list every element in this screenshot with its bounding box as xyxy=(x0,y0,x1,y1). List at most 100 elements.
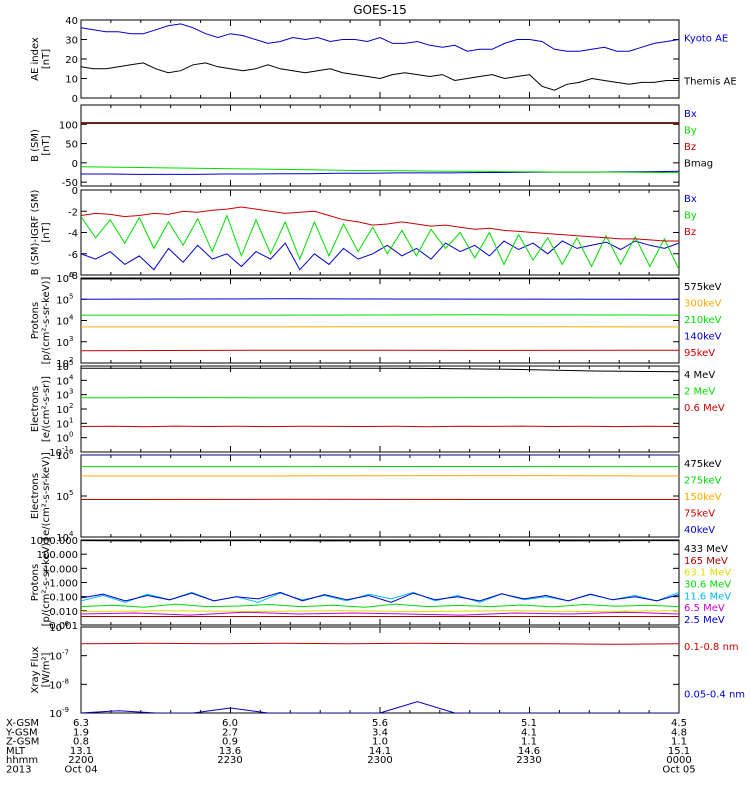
y-tick-label: 10-6 xyxy=(49,620,69,634)
y-tick-label: 10-9 xyxy=(49,706,69,720)
y-tick-label: 30 xyxy=(65,36,78,47)
legend-entry: 300keV xyxy=(684,299,722,310)
legend-entry: By xyxy=(684,211,697,222)
series-line-6-5-mev xyxy=(81,611,679,616)
footer-value: 1.1 xyxy=(521,737,537,748)
figure-title: GOES-15 xyxy=(353,3,407,17)
panel-bsm: -50 0 50 100 B (SM) [nT] Bx By Bz Bmag xyxy=(30,104,713,189)
footer-value: 6.3 xyxy=(73,718,89,729)
legend-entry: Bz xyxy=(684,227,696,238)
y-tick-label: 102 xyxy=(56,402,73,416)
footer-value: 3.4 xyxy=(372,727,388,738)
y-axis-label: [nT] xyxy=(41,222,52,242)
series-line-30-6-mev xyxy=(81,603,679,608)
series-line-themis-ae xyxy=(81,62,679,91)
legend-entry: 2.5 MeV xyxy=(684,615,725,626)
footer-row-label: hhmm xyxy=(6,755,38,766)
legend-entry: 11.6 MeV xyxy=(684,591,731,602)
y-axis-label: [nT] xyxy=(41,135,52,155)
series-line-by xyxy=(81,166,679,173)
legend-entry: Themis AE xyxy=(683,77,737,88)
legend-entry: 475keV xyxy=(684,459,722,470)
legend-entry: 433 MeV xyxy=(684,544,728,555)
footer-value: 6.0 xyxy=(222,718,238,729)
series-line-140kev xyxy=(81,298,679,300)
y-tick-label: 103 xyxy=(56,335,73,349)
panel-bigrf: -8 -6 -4 -2 0 B (SM)-IGRF (SM) [nT] Bx By Bz xyxy=(30,186,697,282)
y-tick-label: 20 xyxy=(65,55,78,66)
y-tick-label: 10-1 xyxy=(49,445,69,459)
panel-protons2: 0.001 0.010 0.100 1.000 10.000 100.000 1000.00… xyxy=(30,536,731,632)
legend-entry: Bz xyxy=(684,142,696,153)
footer-value: 14.1 xyxy=(369,746,391,757)
y-axis-label: [p/(cm²-s-sr-keV)] xyxy=(41,277,52,365)
legend-entry: Bmag xyxy=(684,159,713,170)
footer-row-x-gsm: X-GSM 6.3 6.0 5.6 5.1 4.5 xyxy=(6,718,687,729)
series-line-2-5-mev xyxy=(81,591,679,603)
legend-entry: 0.1-0.8 nm xyxy=(684,642,739,653)
y-axis-label: [nT] xyxy=(41,49,52,69)
legend-entry: 63.1 MeV xyxy=(684,568,731,579)
y-tick-label: 0 xyxy=(72,186,78,197)
footer-value: 0.9 xyxy=(222,737,238,748)
footer-table: X-GSM 6.3 6.0 5.6 5.1 4.5 Y-GSM 1.9 2.7 3.4 4.1 4.8… xyxy=(5,718,696,776)
footer-row-label: 2013 xyxy=(6,765,31,776)
footer-value: 2230 xyxy=(217,755,242,766)
y-tick-label: 104 xyxy=(56,373,74,387)
footer-value: 15.1 xyxy=(668,746,690,757)
y-axis-label: Electrons xyxy=(30,386,41,432)
series-line-4-mev xyxy=(81,367,679,373)
legend-entry: 140keV xyxy=(684,332,722,343)
legend-entry: 75keV xyxy=(684,509,715,520)
footer-value: Oct 04 xyxy=(64,765,97,776)
y-tick-label: -8 xyxy=(68,271,78,282)
legend-entry: 0.6 MeV xyxy=(684,403,725,414)
y-axis-label: Xray Flux xyxy=(30,646,41,693)
y-tick-label: 0.100 xyxy=(49,593,78,604)
footer-row-2013: 2013 Oct 04 Oct 05 xyxy=(6,765,696,776)
footer-value: 1.0 xyxy=(372,737,388,748)
y-tick-label: 102 xyxy=(56,356,73,370)
y-axis-label: Electrons xyxy=(30,473,41,519)
y-tick-label: 10-7 xyxy=(49,649,69,663)
y-tick-label: 0.010 xyxy=(49,607,78,618)
footer-row-mlt: MLT 13.1 13.6 14.1 14.6 15.1 xyxy=(6,746,690,757)
y-tick-label: 105 xyxy=(56,292,73,306)
legend-entry: 275keV xyxy=(684,476,722,487)
series-line-kyoto-ae xyxy=(81,23,679,52)
y-tick-label: 1.000 xyxy=(49,579,78,590)
legend-entry: Kyoto AE xyxy=(684,34,728,45)
panel-frame xyxy=(80,539,680,626)
footer-value: 5.6 xyxy=(372,718,388,729)
y-tick-label: -6 xyxy=(68,250,78,261)
series-line-0-1-0-8-nm xyxy=(81,642,679,645)
legend-entry: Bx xyxy=(684,109,697,120)
y-tick-label: 106 xyxy=(56,271,74,285)
footer-value: Oct 05 xyxy=(662,765,695,776)
footer-value: 14.6 xyxy=(518,746,540,757)
legend-entry: 165 MeV xyxy=(684,556,728,567)
y-axis-label: [e/(cm²-s-sr-keV)] xyxy=(41,452,52,540)
y-axis-label: [p/(cm²-s-sr-keV)] xyxy=(41,539,52,627)
series-line-bx xyxy=(81,240,679,271)
y-axis-label: [e/(cm²-s-sr)] xyxy=(41,376,52,442)
y-tick-label: 50 xyxy=(65,140,78,151)
y-tick-label: 100 xyxy=(59,120,78,131)
footer-value: 4.1 xyxy=(521,727,537,738)
y-tick-label: -2 xyxy=(68,207,78,218)
legend-entry: 150keV xyxy=(684,492,722,503)
panel-xray: 10-9 10-8 10-7 10-6 Xray Flux [W/m²] 0.1-0.8 n… xyxy=(30,620,745,720)
footer-value: 4.5 xyxy=(671,718,687,729)
y-axis-label: B (SM)-IGRF (SM) xyxy=(30,190,41,276)
series-line-bz xyxy=(81,206,679,242)
footer-value: 0000 xyxy=(666,755,691,766)
y-tick-label: 100 xyxy=(56,431,73,445)
panel-frame xyxy=(80,626,680,714)
legend-entry: 4 MeV xyxy=(684,370,715,381)
y-tick-label: 0 xyxy=(72,159,78,170)
footer-value: 2200 xyxy=(68,755,93,766)
footer-value: 2.7 xyxy=(222,727,238,738)
y-tick-label: 105 xyxy=(56,359,73,373)
